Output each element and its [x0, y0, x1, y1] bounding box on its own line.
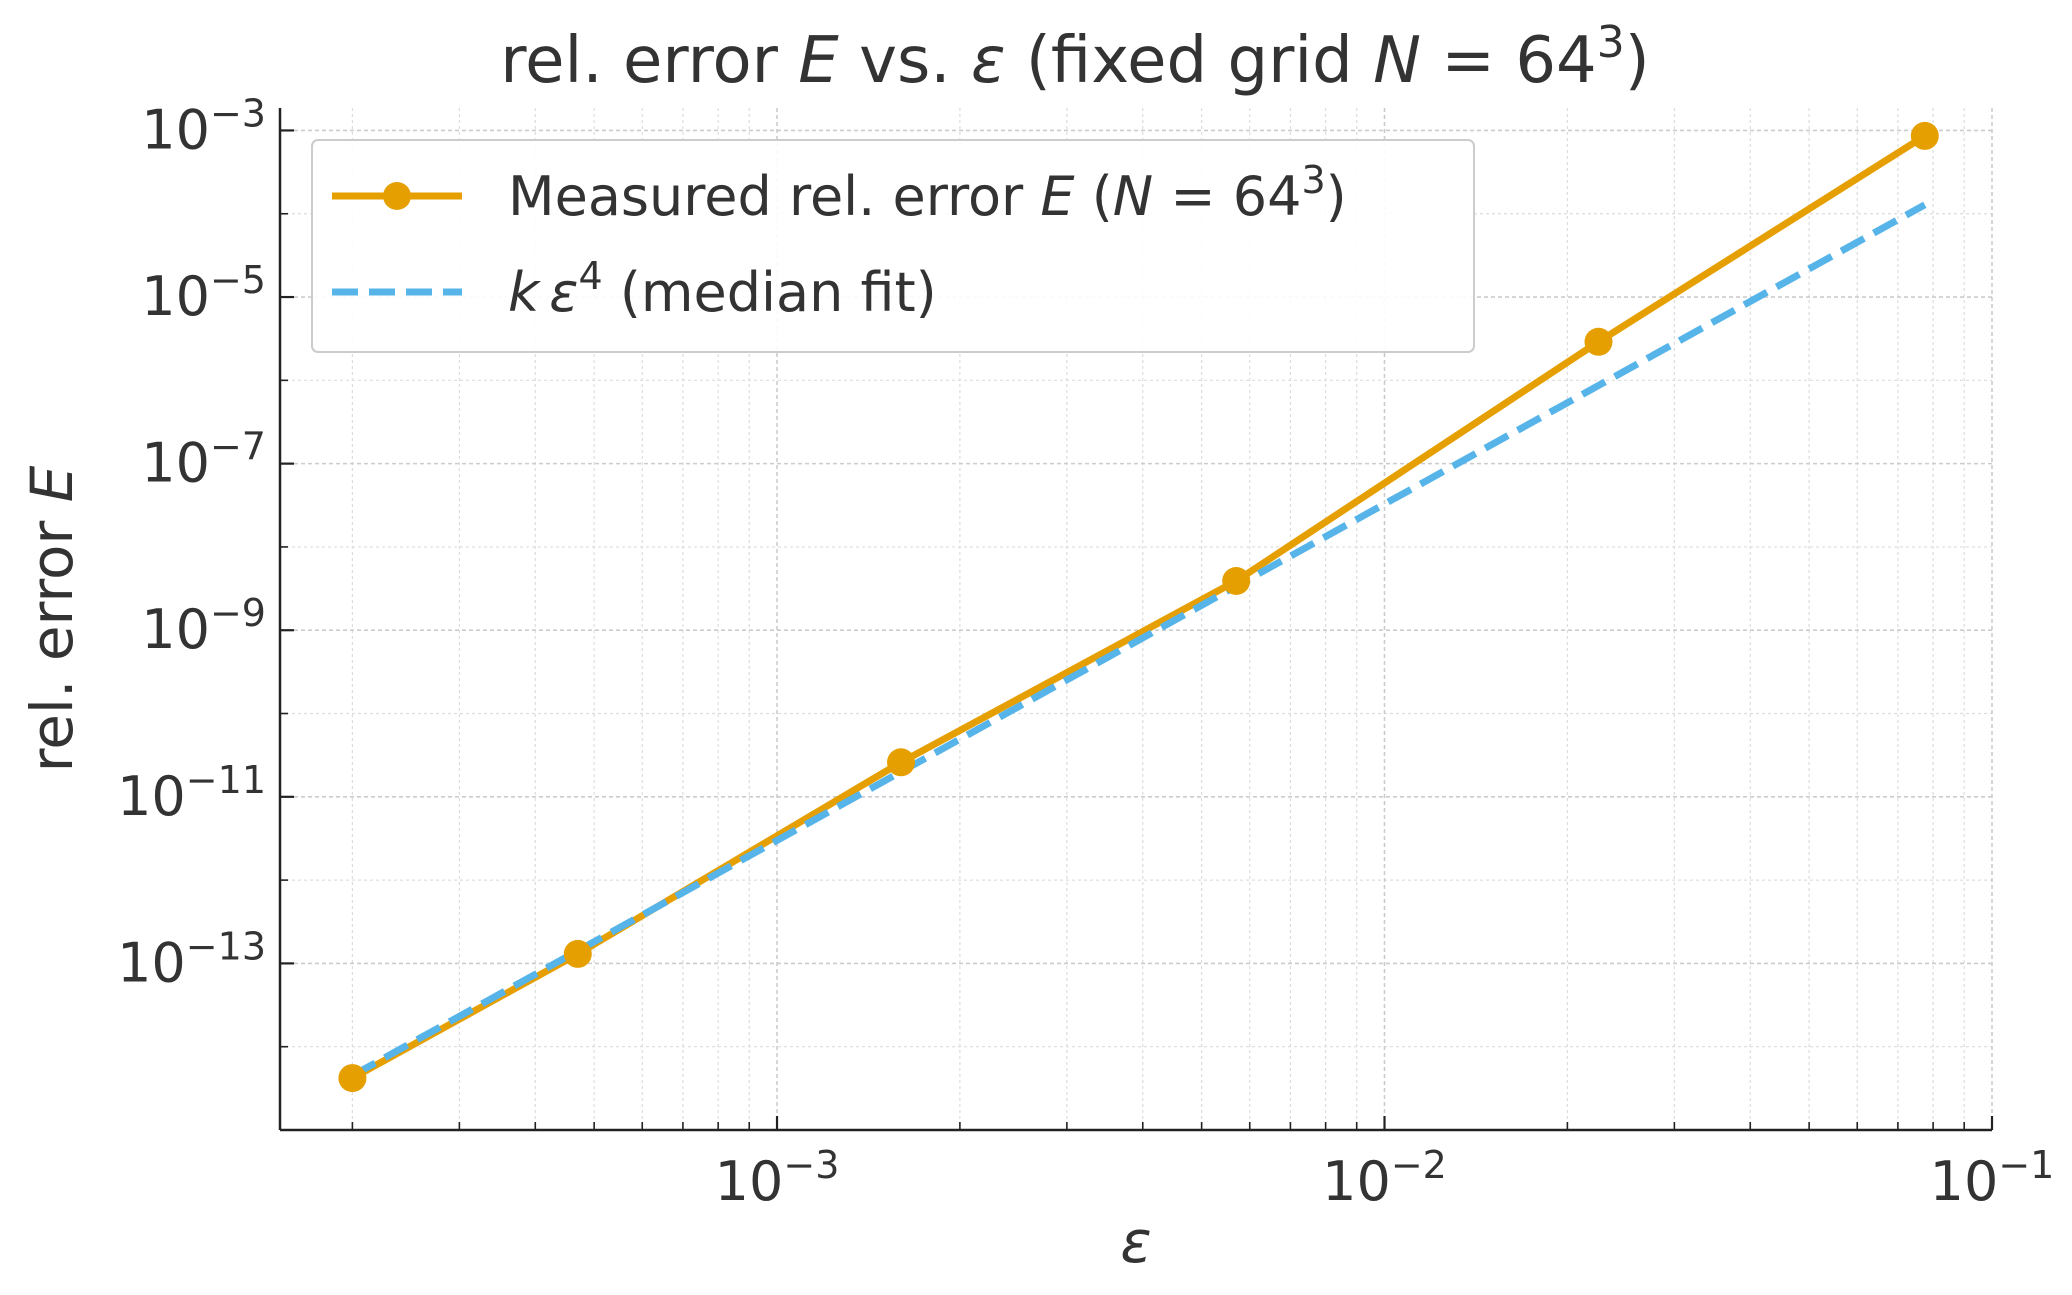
- series-measured-point: [1584, 327, 1613, 356]
- title-var-n: N: [1373, 24, 1421, 98]
- series-measured-point: [338, 1064, 367, 1093]
- y-tick-label: 10−3: [141, 91, 266, 161]
- title-mid: vs.: [839, 24, 971, 98]
- title-eq: = 64: [1421, 24, 1597, 98]
- title-prefix: rel. error: [500, 24, 798, 98]
- title-var-eps: ε: [971, 24, 1006, 98]
- x-tick-label-base: 10: [715, 1150, 784, 1213]
- series-measured-line: [350, 132, 1927, 1082]
- y-tick-label-base: 10: [141, 265, 210, 328]
- y-tick-label-exp: −3: [210, 91, 266, 135]
- x-tick-label-exp: −2: [1391, 1143, 1447, 1187]
- x-tick-label-base: 10: [1322, 1150, 1391, 1213]
- series-measured-point: [563, 939, 592, 968]
- series-layer: [338, 121, 1939, 1093]
- legend-measured-close: ): [1326, 165, 1347, 228]
- title-suffix: (fixed grid: [1006, 24, 1374, 98]
- x-axis-label: ε: [1120, 1208, 1151, 1276]
- legend-frame: [311, 139, 1475, 353]
- series-measured-point: [1222, 567, 1251, 595]
- x-tick-label-base: 10: [1930, 1150, 1999, 1213]
- y-tick-label: 10−13: [117, 924, 266, 994]
- y-tick-label-base: 10: [141, 98, 210, 161]
- y-tick-label: 10−9: [141, 591, 266, 661]
- chart-title: rel. error E vs. ε (fixed grid N = 643): [500, 17, 1649, 99]
- series-measured-point: [1910, 121, 1939, 150]
- y-tick-label: 10−5: [141, 258, 266, 328]
- x-tick-label-exp: −3: [783, 1143, 839, 1187]
- y-tick-label-base: 10: [117, 765, 186, 828]
- y-tick-label-base: 10: [141, 598, 210, 661]
- legend-measured-mid: (: [1075, 165, 1113, 228]
- y-tick-label: 10−7: [141, 425, 266, 495]
- title-var-e: E: [798, 24, 839, 98]
- x-tick-label-exp: −1: [1998, 1143, 2054, 1187]
- legend-fit-sup: 4: [578, 254, 602, 298]
- legend-measured-var-e: E: [1040, 165, 1075, 228]
- legend-label-fit: k ε4 (median fit): [508, 254, 937, 324]
- legend-fit-rest: (median fit): [603, 261, 937, 324]
- legend: Measured rel. error E (N = 643) k ε4 (med…: [311, 139, 1475, 353]
- y-axis-label-var: E: [18, 465, 86, 502]
- y-tick-label-base: 10: [117, 931, 186, 994]
- x-tick-label: 10−1: [1930, 1143, 2055, 1213]
- y-tick-label-exp: −7: [210, 425, 266, 469]
- y-tick-label: 10−11: [117, 758, 266, 828]
- legend-fit-var-eps: ε: [549, 261, 578, 324]
- series-measured-point: [887, 748, 915, 777]
- y-tick-label-base: 10: [141, 432, 210, 495]
- legend-measured-eq: = 64: [1153, 165, 1301, 228]
- title-close: ): [1625, 24, 1650, 98]
- title-sup: 3: [1597, 17, 1625, 68]
- y-axis-label: rel. error E: [18, 465, 86, 772]
- legend-measured-prefix: Measured rel. error: [508, 165, 1040, 228]
- x-axis-ticks: 10−3 10−2 10−1: [351, 1116, 2055, 1213]
- y-axis-label-prefix: rel. error: [18, 502, 86, 772]
- legend-fit-var-k: k: [508, 261, 542, 324]
- x-tick-label: 10−3: [715, 1143, 840, 1213]
- series-fit-line: [350, 201, 1927, 1079]
- y-tick-label-exp: −13: [186, 924, 266, 968]
- legend-measured-var-n: N: [1113, 165, 1153, 228]
- y-tick-label-exp: −11: [186, 758, 266, 802]
- legend-marker-measured: [383, 182, 411, 210]
- x-tick-label: 10−2: [1322, 1143, 1447, 1213]
- legend-label-measured: Measured rel. error E (N = 643): [508, 158, 1347, 228]
- y-tick-label-exp: −9: [210, 591, 266, 635]
- y-tick-label-exp: −5: [210, 258, 266, 302]
- legend-measured-sup: 3: [1301, 158, 1325, 202]
